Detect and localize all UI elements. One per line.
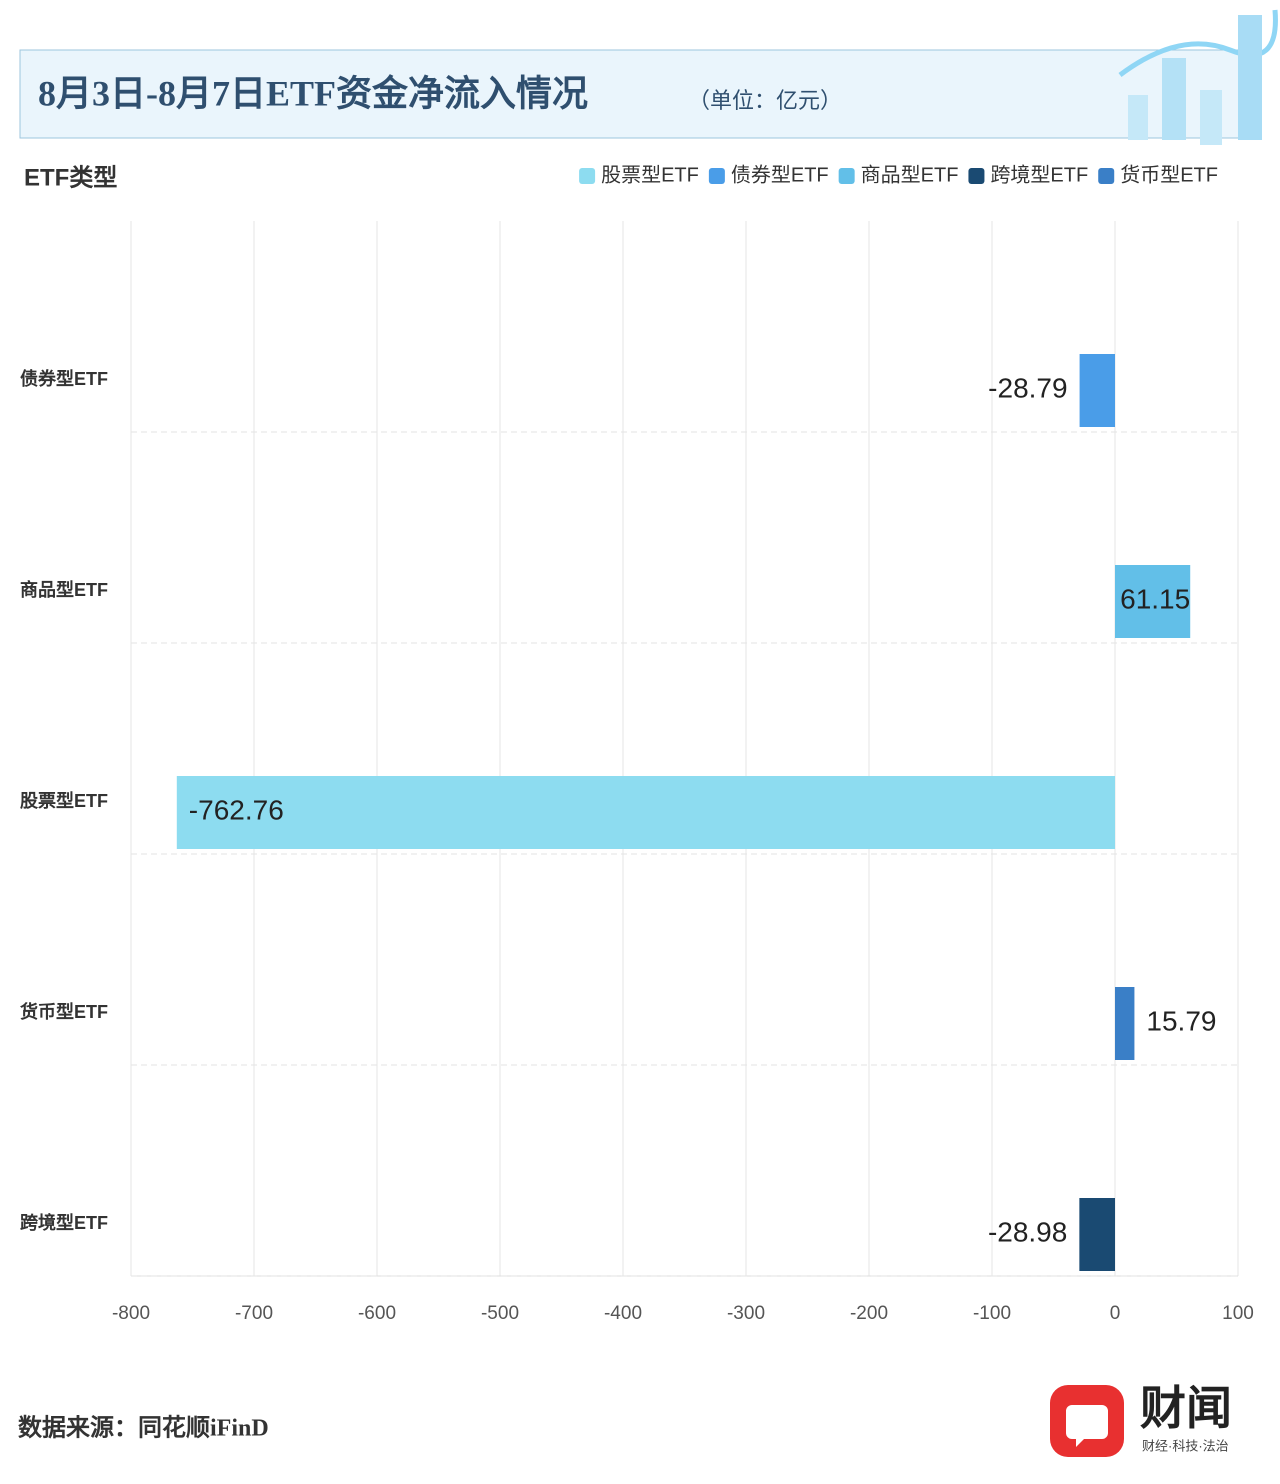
value-label: -762.76 bbox=[189, 794, 284, 825]
bar bbox=[1079, 354, 1115, 427]
legend-swatch bbox=[1098, 168, 1115, 184]
subtitle: （单位：亿元） bbox=[688, 88, 842, 113]
legend-label: 股票型ETF bbox=[601, 163, 699, 186]
legend-swatch bbox=[968, 168, 985, 184]
x-tick-label: -800 bbox=[112, 1303, 150, 1324]
brand: 财闻 bbox=[1140, 1382, 1232, 1434]
x-tick-label: -200 bbox=[850, 1303, 888, 1324]
y-tick-label: 债券型ETF bbox=[20, 368, 108, 389]
slogan: 财经·科技·法治 bbox=[1142, 1438, 1229, 1453]
x-tick-label: -600 bbox=[358, 1303, 396, 1324]
y-axis-label: ETF类型 bbox=[24, 164, 117, 191]
y-tick-label: 货币型ETF bbox=[20, 1001, 108, 1022]
x-tick-label: -100 bbox=[973, 1303, 1011, 1324]
value-label: -28.79 bbox=[988, 372, 1067, 403]
legend-label: 跨境型ETF bbox=[990, 163, 1088, 186]
legend-label: 货币型ETF bbox=[1120, 163, 1218, 186]
bar bbox=[176, 776, 1116, 849]
bar bbox=[1079, 1198, 1115, 1271]
value-label: 15.79 bbox=[1146, 1005, 1216, 1036]
y-tick-label: 商品型ETF bbox=[20, 579, 108, 600]
legend-label: 债券型ETF bbox=[731, 163, 829, 186]
x-tick-label: 100 bbox=[1222, 1303, 1254, 1324]
x-tick-label: -400 bbox=[604, 1303, 642, 1324]
bar bbox=[1115, 987, 1135, 1060]
decoration bbox=[1118, 9, 1278, 145]
value-label: -28.98 bbox=[988, 1216, 1067, 1247]
title-box bbox=[19, 49, 1261, 139]
x-tick-label: -300 bbox=[727, 1303, 765, 1324]
y-tick-label: 股票型ETF bbox=[19, 790, 108, 811]
legend-swatch bbox=[708, 168, 725, 184]
logo-glyph bbox=[1066, 1405, 1108, 1447]
bar bbox=[1115, 565, 1191, 638]
x-tick-label: -500 bbox=[481, 1303, 519, 1324]
legend-swatch bbox=[579, 168, 596, 184]
source: 数据来源：同花顺iFinD bbox=[18, 1414, 269, 1442]
title: 8月3日-8月7日ETF资金净流入情况 bbox=[38, 72, 588, 113]
legend-swatch bbox=[838, 168, 855, 184]
legend-label: 商品型ETF bbox=[861, 163, 959, 186]
value-label: 61.15 bbox=[1120, 583, 1190, 614]
x-tick-label: -700 bbox=[235, 1303, 273, 1324]
y-tick-label: 跨境型ETF bbox=[20, 1212, 108, 1233]
x-tick-label: 0 bbox=[1110, 1303, 1121, 1324]
